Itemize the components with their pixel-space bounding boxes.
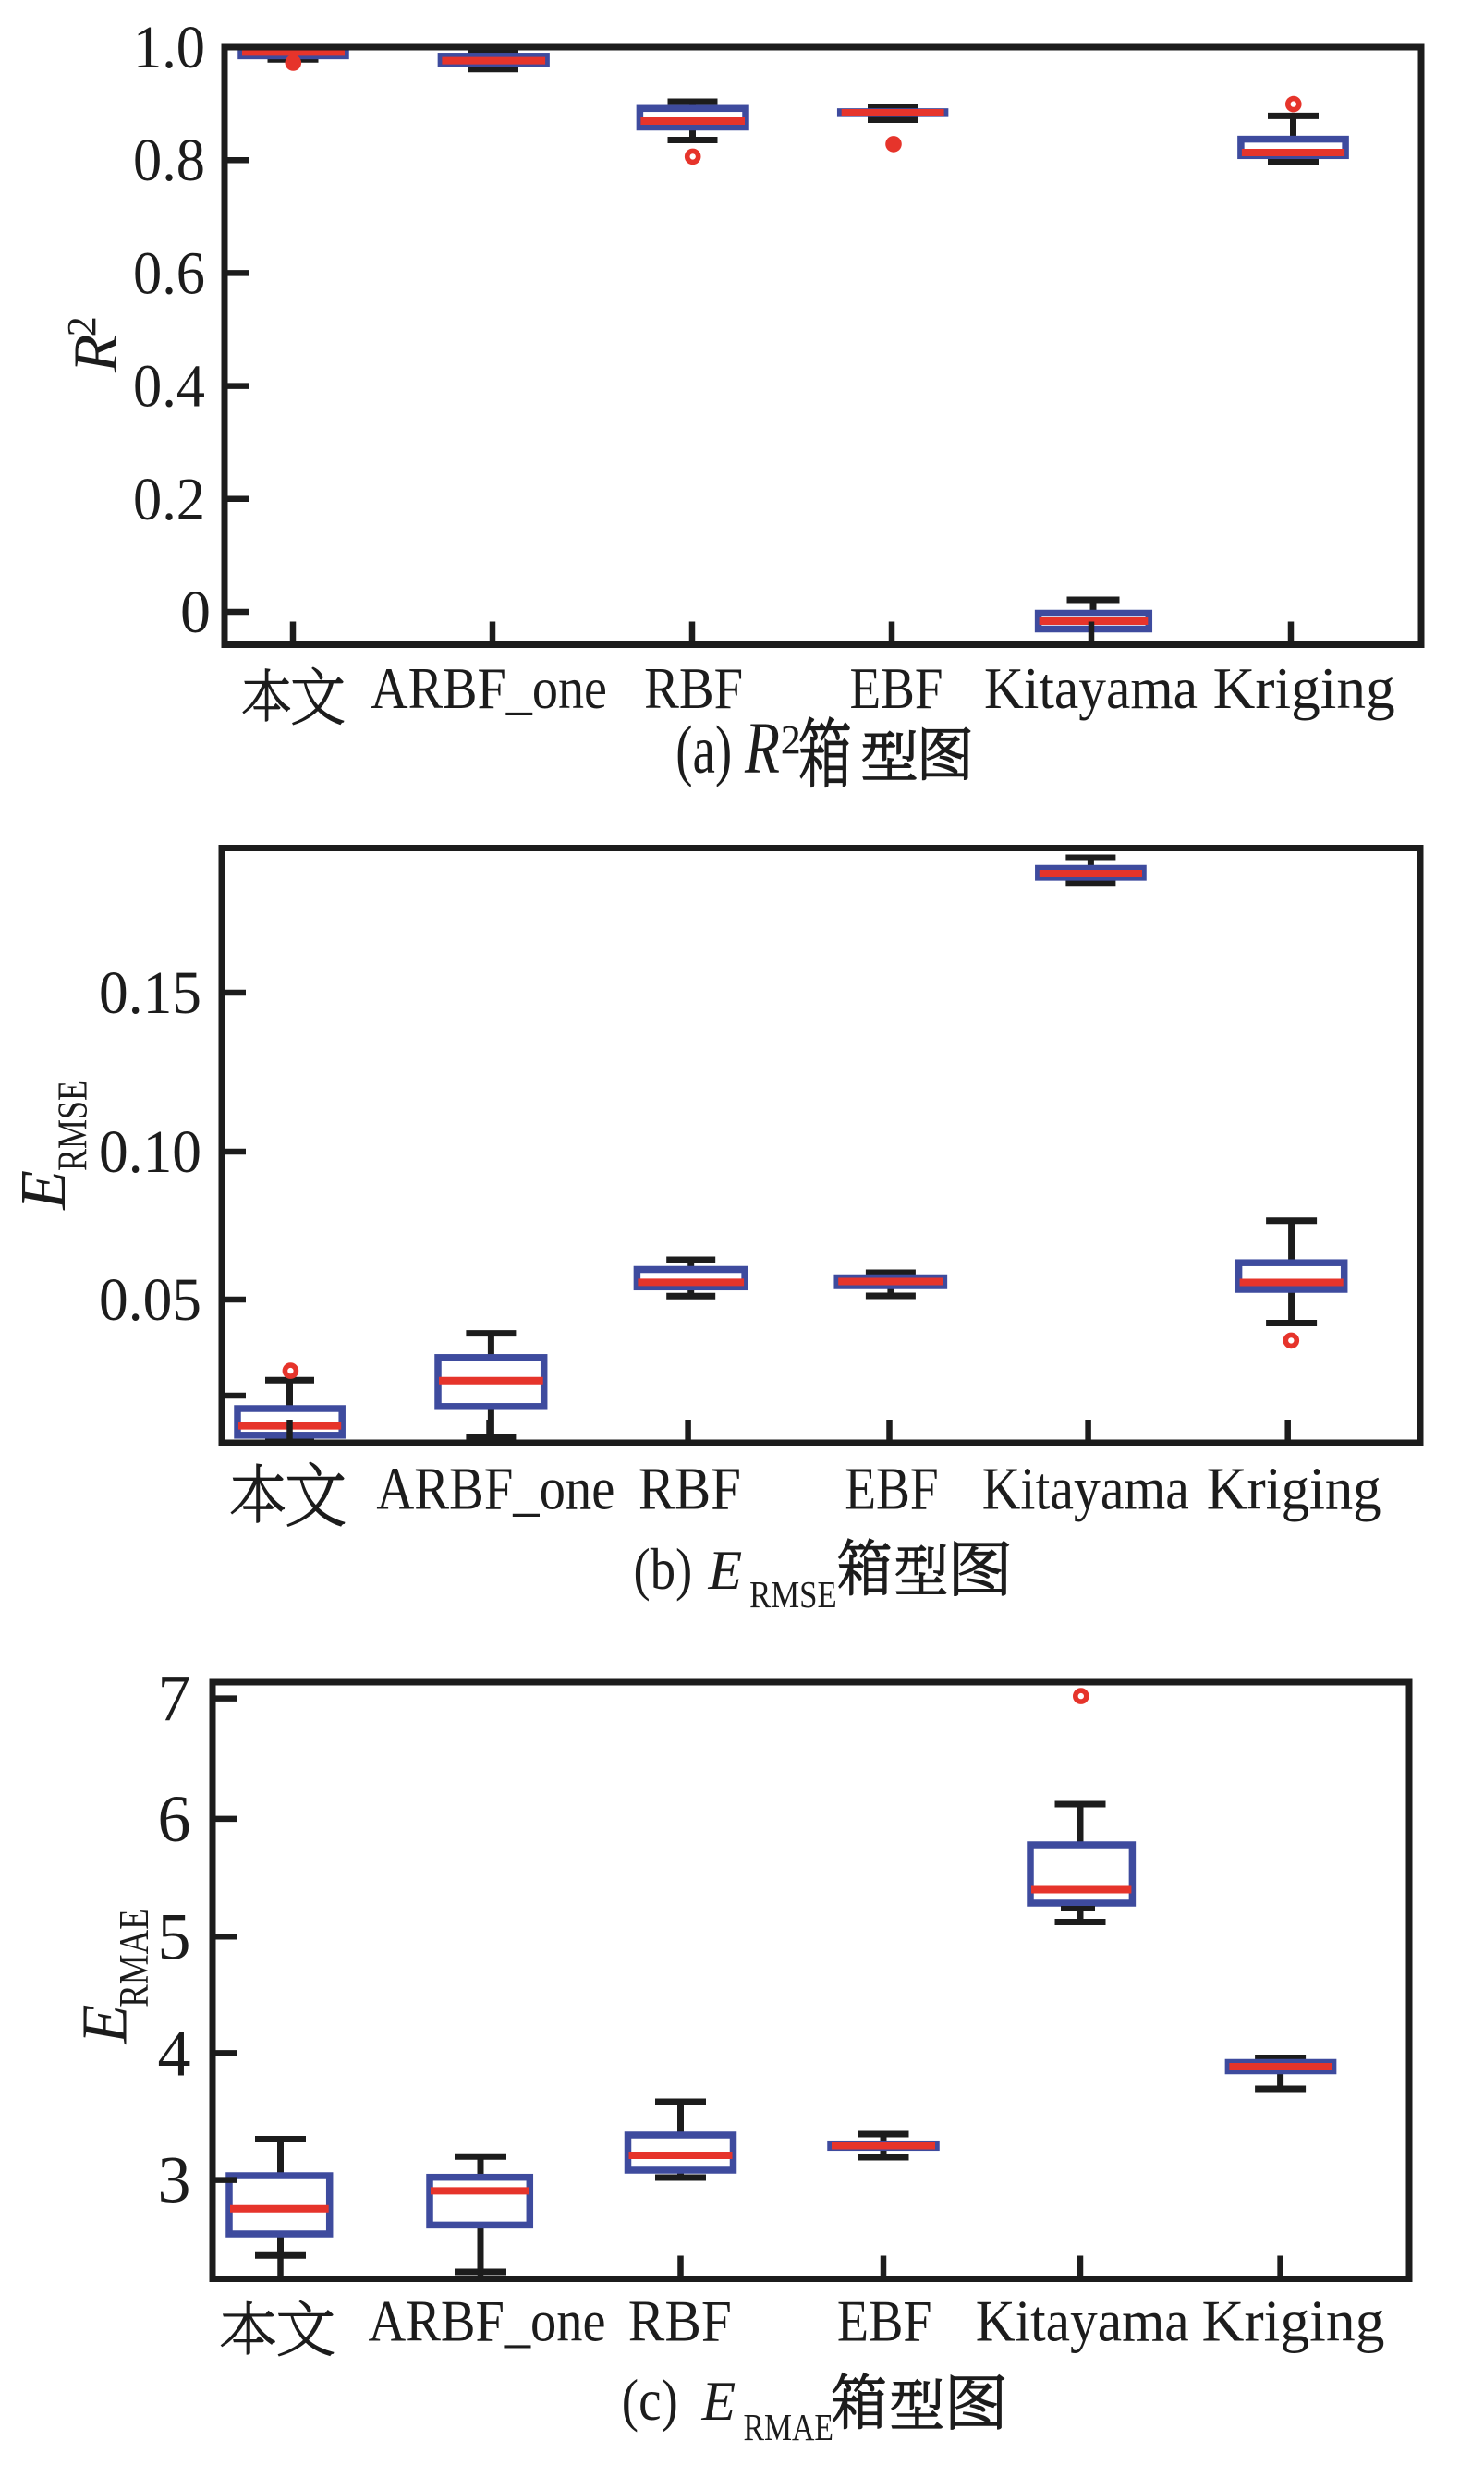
svg-text:0.8: 0.8 <box>133 127 205 194</box>
svg-text:Kitayama: Kitayama <box>984 656 1198 721</box>
svg-text:RMSE: RMSE <box>749 1573 837 1616</box>
svg-text:E: E <box>70 2005 141 2045</box>
svg-text:2: 2 <box>59 316 104 336</box>
svg-text:R: R <box>60 335 130 374</box>
svg-text:E: E <box>708 1540 743 1601</box>
svg-text:0.4: 0.4 <box>133 353 205 421</box>
svg-text:E: E <box>8 1170 79 1211</box>
svg-text:Kitayama: Kitayama <box>976 2288 1189 2354</box>
svg-text:0.05: 0.05 <box>99 1266 201 1334</box>
svg-text:6: 6 <box>158 1782 191 1856</box>
svg-text:4: 4 <box>158 2016 191 2090</box>
svg-text:E: E <box>701 2371 736 2432</box>
svg-text:Kriging: Kriging <box>1207 1456 1381 1523</box>
svg-text:Kriging: Kriging <box>1213 656 1395 721</box>
svg-text:Kitayama: Kitayama <box>982 1456 1189 1523</box>
svg-text:(b): (b) <box>634 1537 693 1602</box>
svg-text:RMAE: RMAE <box>744 2406 834 2448</box>
svg-text:RBF: RBF <box>639 1456 741 1523</box>
svg-text:0.2: 0.2 <box>133 466 205 533</box>
svg-text:0: 0 <box>180 579 211 646</box>
svg-text:EBF: EBF <box>845 1456 939 1523</box>
svg-text:3: 3 <box>158 2143 191 2217</box>
svg-text:(c): (c) <box>622 2368 678 2433</box>
svg-text:EBF: EBF <box>850 656 943 721</box>
svg-text:0.6: 0.6 <box>133 239 205 307</box>
svg-text:0.10: 0.10 <box>99 1118 201 1186</box>
svg-text:ARBF_one: ARBF_one <box>369 2288 606 2354</box>
svg-text:RBF: RBF <box>644 656 743 721</box>
svg-text:(a): (a) <box>675 713 732 788</box>
svg-text:RMAE: RMAE <box>111 1909 157 2007</box>
svg-text:Kriging: Kriging <box>1202 2288 1385 2354</box>
svg-text:0.15: 0.15 <box>99 959 201 1027</box>
svg-text:ARBF_one: ARBF_one <box>371 656 607 721</box>
svg-text:7: 7 <box>158 1662 191 1736</box>
svg-text:1.0: 1.0 <box>133 14 205 81</box>
svg-text:R: R <box>744 709 780 789</box>
svg-text:ARBF_one: ARBF_one <box>376 1456 614 1523</box>
svg-text:5: 5 <box>158 1899 191 1973</box>
svg-text:2: 2 <box>781 717 801 763</box>
svg-text:EBF: EBF <box>837 2288 932 2354</box>
svg-text:RMSE: RMSE <box>50 1080 96 1171</box>
svg-text:RBF: RBF <box>628 2288 732 2354</box>
